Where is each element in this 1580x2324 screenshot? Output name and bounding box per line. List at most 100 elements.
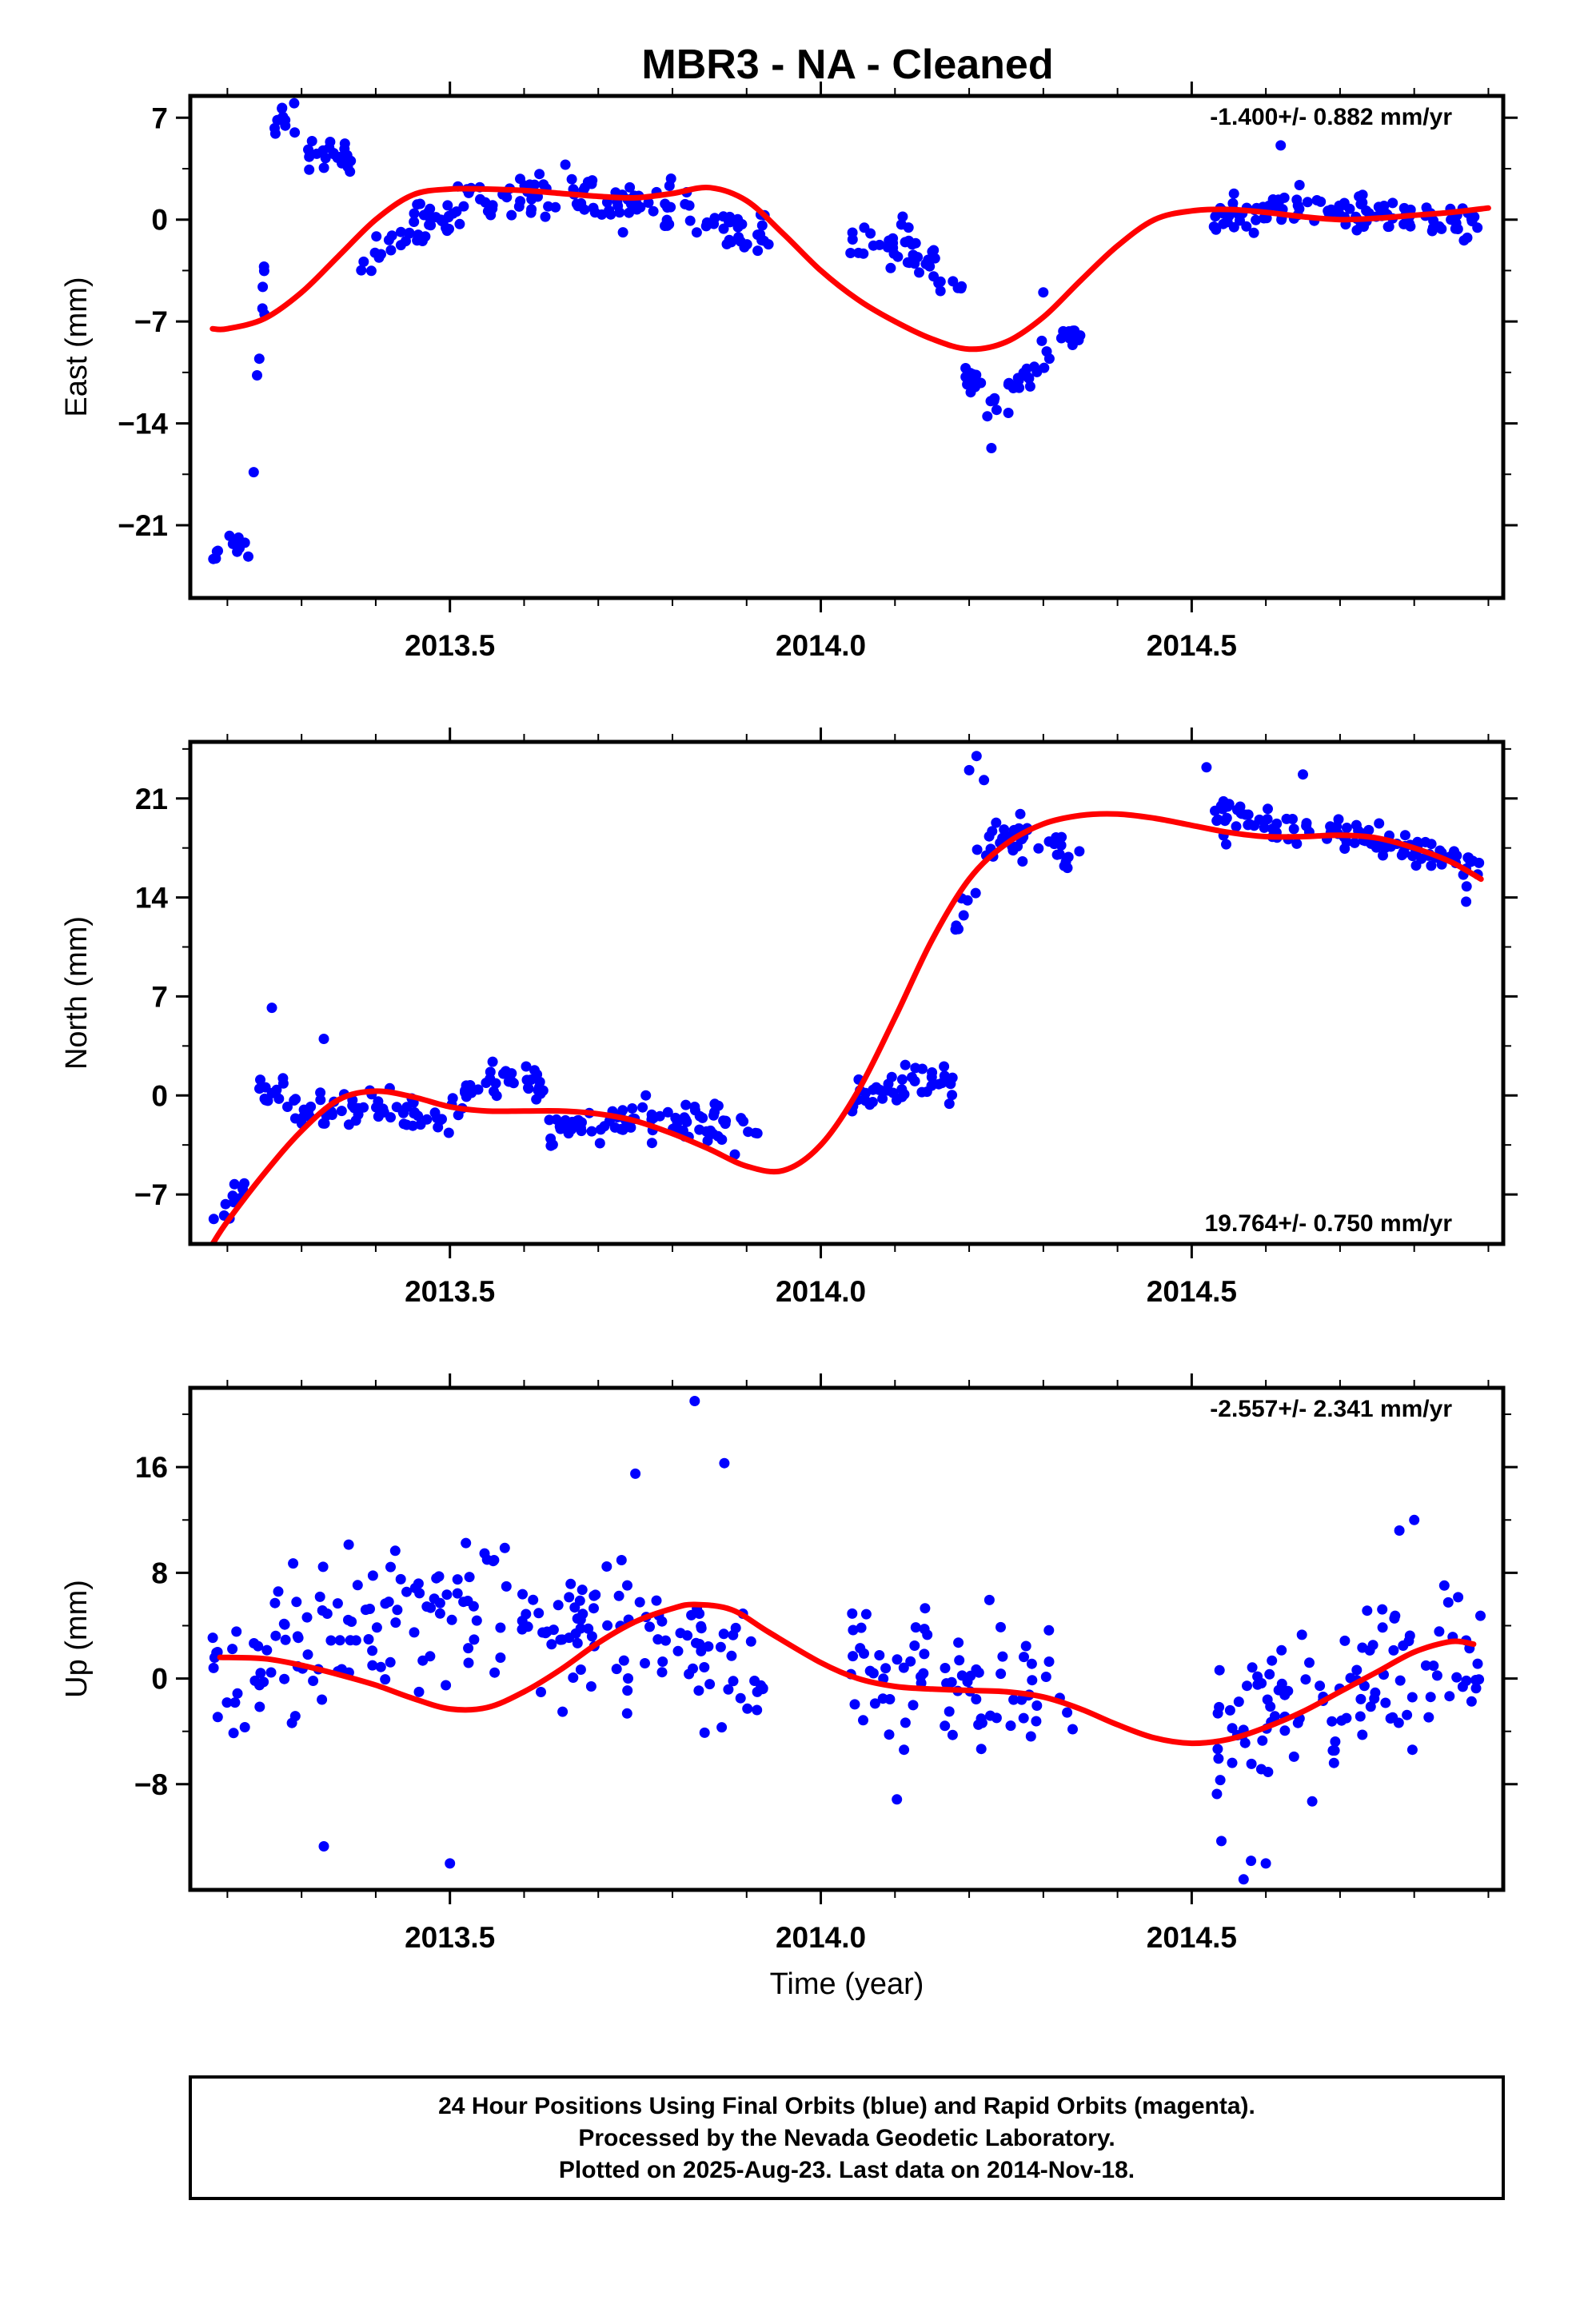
data-point [662,202,673,213]
data-point [273,1586,284,1597]
data-point [869,1698,880,1709]
data-point [463,1657,474,1668]
x-tick-label: 2014.0 [776,1921,866,1954]
data-point [1336,1715,1347,1726]
data-point [664,219,675,229]
data-point [1450,223,1461,234]
data-point [735,236,746,247]
data-point [544,1114,555,1126]
data-point [1387,1712,1398,1723]
data-point [1024,381,1035,392]
data-point [1357,1642,1368,1653]
data-point [910,1622,921,1633]
data-point [691,1637,701,1648]
data-point [371,231,382,242]
data-point [433,1571,445,1582]
data-point [380,1674,391,1685]
data-point [444,223,454,234]
data-point [976,1713,987,1724]
data-point [991,1712,1002,1724]
data-point [568,1672,579,1683]
data-point [1018,1712,1029,1724]
x-tick-label: 2013.5 [405,1921,495,1954]
data-point [1212,1744,1223,1755]
data-point [434,1608,445,1619]
data-point [315,1094,326,1106]
data-point [672,1645,684,1656]
data-point [858,248,869,259]
data-point [441,1680,452,1691]
data-point [269,128,281,139]
data-point [728,1629,739,1640]
data-point [602,1620,613,1631]
data-point [634,1597,645,1608]
data-point [325,137,336,147]
data-point [1426,860,1437,871]
data-point [624,207,635,218]
panels: 2013.5 2014.0 2014.5 −21 −14 −7 0 7 East (mm) -1.… [60,82,1518,2001]
data-point [395,226,406,237]
data-point [847,227,858,238]
data-point [1267,823,1278,835]
data-point [721,238,732,249]
data-points [208,751,1485,1225]
data-point [564,1592,575,1603]
data-point [258,261,269,272]
y-tick-label: 16 [135,1451,168,1484]
data-point [540,211,551,222]
data-point [211,546,222,557]
data-point [277,1078,289,1089]
data-point [575,1664,586,1675]
data-point [885,262,896,273]
data-point [279,1673,290,1684]
data-point [970,887,981,899]
data-point [1365,1701,1376,1712]
data-point [262,1095,273,1106]
data-point [280,120,291,131]
data-point [1055,839,1067,851]
data-point [900,237,911,248]
data-point [582,177,593,188]
data-point [1218,795,1229,807]
data-point [265,1667,277,1678]
data-point [525,179,535,190]
y-tick-label: −7 [134,1178,168,1211]
data-point [909,258,920,269]
data-point [718,223,729,234]
data-point [489,1667,501,1678]
data-point [900,1717,911,1728]
data-point [860,1608,872,1620]
data-point [716,1722,728,1733]
data-point [1031,1716,1042,1727]
data-point [1351,1664,1363,1676]
data-point [1214,1701,1225,1712]
data-point [589,207,600,218]
data-point [1351,819,1362,831]
data-point [1304,1657,1315,1668]
velocity-label: -2.557+/- 2.341 mm/yr [1210,1396,1452,1422]
plot-frame [188,739,1506,1246]
data-point [1361,205,1372,216]
data-point [261,1644,273,1656]
data-point [417,1655,429,1666]
x-axis-label: Time (year) [770,1967,924,2001]
data-point [1300,1674,1311,1685]
data-point [555,1123,566,1134]
data-point [525,207,537,218]
data-point [627,1103,638,1114]
data-point [987,826,998,837]
data-point [409,208,420,219]
data-point [1233,1696,1244,1708]
data-point [1405,221,1416,232]
data-point [573,1114,585,1126]
data-point [1228,188,1239,199]
data-point [718,1628,729,1640]
data-point [489,1086,499,1097]
data-point [1475,1610,1486,1621]
data-point [577,1608,589,1620]
data-point [495,1622,506,1633]
data-point [413,1686,425,1697]
data-point [1005,1720,1016,1732]
data-point [601,1561,612,1572]
data-point [726,1650,737,1661]
